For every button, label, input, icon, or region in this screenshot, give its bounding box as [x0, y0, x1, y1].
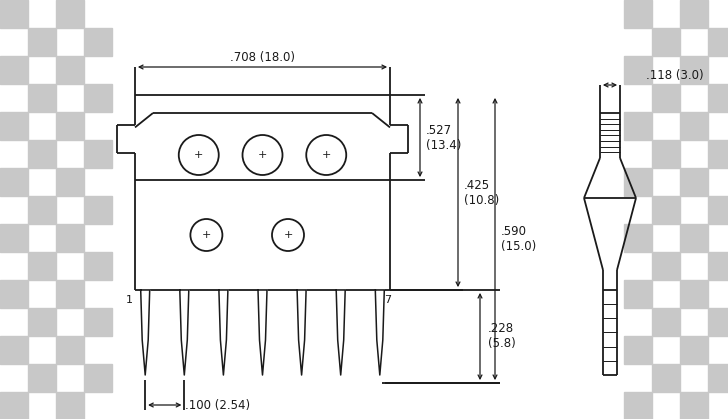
Text: 1: 1 [126, 295, 133, 305]
Bar [28, 364, 56, 392]
Bar [84, 252, 112, 280]
Polygon shape [141, 290, 150, 375]
Bar [624, 0, 652, 28]
Bar [652, 28, 680, 56]
Bar [680, 224, 708, 252]
Polygon shape [376, 290, 384, 375]
Text: +: + [258, 150, 267, 160]
Text: .527
(13.4): .527 (13.4) [426, 124, 462, 152]
Bar [624, 168, 652, 196]
Bar [56, 224, 84, 252]
Bar [84, 84, 112, 112]
Polygon shape [297, 290, 306, 375]
Bar [708, 252, 728, 280]
Text: .118 (3.0): .118 (3.0) [646, 68, 704, 82]
Bar [56, 112, 84, 140]
Bar [680, 0, 708, 28]
Text: +: + [202, 230, 211, 240]
Bar [624, 392, 652, 419]
Bar [708, 140, 728, 168]
Bar [56, 392, 84, 419]
Bar [680, 392, 708, 419]
Bar [0, 0, 28, 28]
Bar [0, 280, 28, 308]
Bar [624, 336, 652, 364]
Bar [0, 224, 28, 252]
Text: +: + [283, 230, 293, 240]
Bar [652, 196, 680, 224]
Bar [708, 308, 728, 336]
Bar [0, 392, 28, 419]
Bar [708, 84, 728, 112]
Bar [56, 0, 84, 28]
Bar [84, 28, 112, 56]
Text: .590
(15.0): .590 (15.0) [501, 225, 537, 253]
Bar [0, 336, 28, 364]
Bar [0, 112, 28, 140]
Text: .100 (2.54): .100 (2.54) [185, 399, 250, 412]
Bar [708, 364, 728, 392]
Bar [680, 112, 708, 140]
Bar [28, 140, 56, 168]
Text: .708 (18.0): .708 (18.0) [230, 51, 295, 64]
Bar [56, 280, 84, 308]
Polygon shape [180, 290, 189, 375]
Text: .228
(5.8): .228 (5.8) [488, 323, 515, 351]
Bar [84, 196, 112, 224]
Bar [0, 168, 28, 196]
Bar [652, 308, 680, 336]
Bar [652, 140, 680, 168]
Bar [624, 224, 652, 252]
Bar [680, 280, 708, 308]
Text: 7: 7 [384, 295, 391, 305]
Bar [680, 168, 708, 196]
Bar [84, 308, 112, 336]
Bar [28, 28, 56, 56]
Bar [84, 140, 112, 168]
Bar [0, 56, 28, 84]
Bar [28, 252, 56, 280]
Bar [84, 364, 112, 392]
Bar [56, 56, 84, 84]
Bar [680, 336, 708, 364]
Bar [56, 168, 84, 196]
Bar [708, 28, 728, 56]
Bar [624, 112, 652, 140]
Text: .425
(10.8): .425 (10.8) [464, 178, 499, 207]
Bar [624, 280, 652, 308]
Bar [680, 56, 708, 84]
Bar [28, 308, 56, 336]
Bar [28, 84, 56, 112]
Polygon shape [336, 290, 345, 375]
Bar [708, 196, 728, 224]
Text: +: + [194, 150, 203, 160]
Polygon shape [258, 290, 267, 375]
Bar [652, 364, 680, 392]
Bar [624, 56, 652, 84]
Bar [652, 84, 680, 112]
Bar [652, 252, 680, 280]
Bar [28, 196, 56, 224]
Text: +: + [322, 150, 331, 160]
Bar [56, 336, 84, 364]
Polygon shape [219, 290, 228, 375]
